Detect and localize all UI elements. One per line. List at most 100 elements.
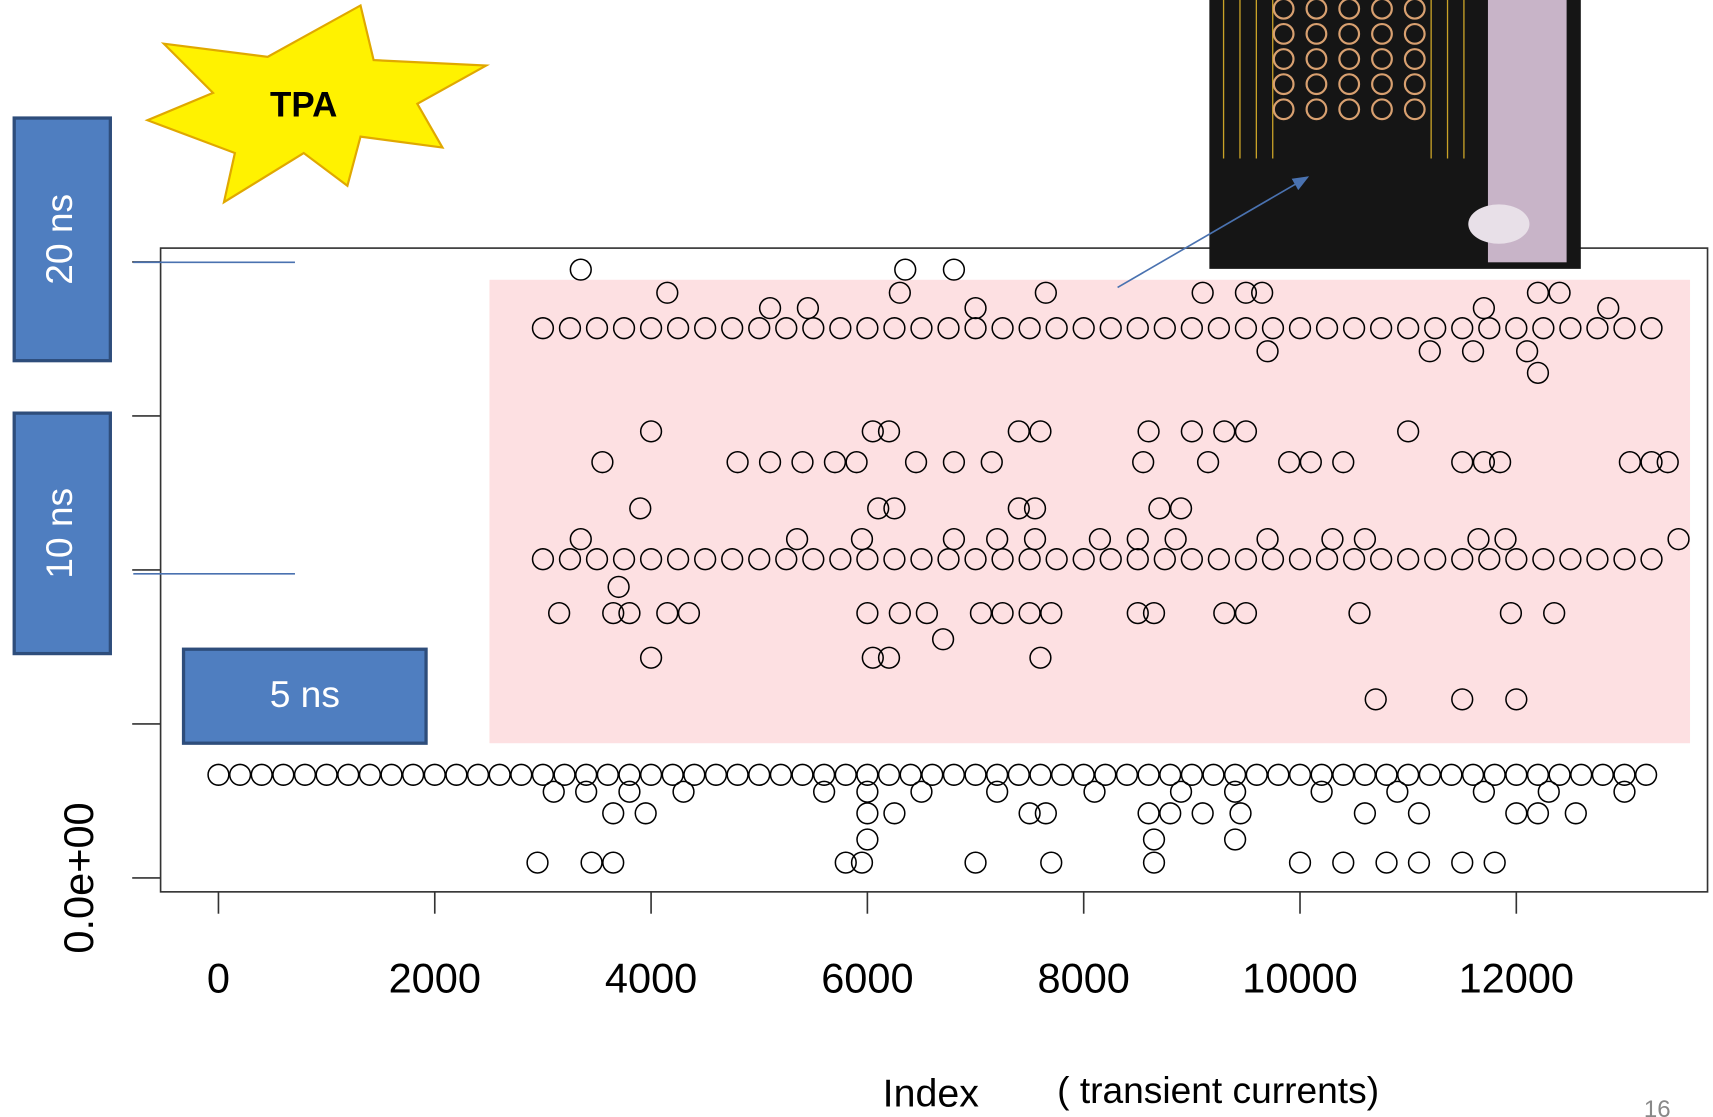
tpa-label: TPA <box>270 85 337 124</box>
point <box>1246 764 1267 785</box>
point <box>1506 764 1527 785</box>
point <box>603 803 624 824</box>
point <box>446 764 467 785</box>
point <box>884 803 905 824</box>
point <box>749 764 770 785</box>
point <box>527 852 548 873</box>
point <box>1192 803 1213 824</box>
point <box>208 764 229 785</box>
point <box>835 852 856 873</box>
point <box>673 781 694 802</box>
point <box>1592 764 1613 785</box>
point <box>1203 764 1224 785</box>
point <box>911 781 932 802</box>
point <box>489 764 510 785</box>
point <box>944 259 965 280</box>
box-label: 5 ns <box>270 673 340 715</box>
x-axis-title: Index <box>883 1072 980 1116</box>
point <box>1387 781 1408 802</box>
point <box>1538 781 1559 802</box>
point <box>1376 852 1397 873</box>
box-label: 20 ns <box>38 194 80 285</box>
point <box>424 764 445 785</box>
point <box>543 781 564 802</box>
point <box>338 764 359 785</box>
point <box>879 764 900 785</box>
x-axis-note: ( transient currents) <box>1057 1069 1379 1111</box>
point <box>1409 852 1430 873</box>
point <box>792 764 813 785</box>
point <box>857 803 878 824</box>
point <box>1117 764 1138 785</box>
point <box>1409 803 1430 824</box>
point <box>1030 764 1051 785</box>
point <box>1138 803 1159 824</box>
point <box>1290 852 1311 873</box>
y-tick-label: 0.0e+00 <box>55 802 102 953</box>
point <box>1084 781 1105 802</box>
point <box>635 803 656 824</box>
point <box>1138 764 1159 785</box>
point <box>1052 764 1073 785</box>
point <box>857 829 878 850</box>
point <box>1035 803 1056 824</box>
box-label: 10 ns <box>38 488 80 579</box>
point <box>1290 764 1311 785</box>
point <box>603 852 624 873</box>
point <box>597 764 618 785</box>
point <box>273 764 294 785</box>
point <box>1419 764 1440 785</box>
point <box>251 764 272 785</box>
point <box>1506 803 1527 824</box>
highlight-region <box>489 280 1690 743</box>
x-tick-label: 2000 <box>389 954 481 1001</box>
point <box>944 764 965 785</box>
point <box>727 764 748 785</box>
point <box>641 764 662 785</box>
x-tick-label: 10000 <box>1242 954 1357 1001</box>
point <box>1571 764 1592 785</box>
point <box>965 764 986 785</box>
point <box>1355 764 1376 785</box>
point <box>381 764 402 785</box>
point <box>1452 852 1473 873</box>
point <box>1160 803 1181 824</box>
inset-photo <box>1209 0 1580 269</box>
point <box>1636 764 1657 785</box>
point <box>1484 852 1505 873</box>
point <box>511 764 532 785</box>
point <box>230 764 251 785</box>
point <box>1565 803 1586 824</box>
x-tick-label: 4000 <box>605 954 697 1001</box>
point <box>1355 803 1376 824</box>
point <box>706 764 727 785</box>
point <box>1144 829 1165 850</box>
point <box>581 852 602 873</box>
point <box>1041 852 1062 873</box>
point <box>1333 852 1354 873</box>
point <box>965 852 986 873</box>
point <box>1008 764 1029 785</box>
point <box>1333 764 1354 785</box>
page-number: 16 <box>1644 1096 1671 1117</box>
x-tick-label: 6000 <box>821 954 913 1001</box>
point <box>1144 852 1165 873</box>
point <box>316 764 337 785</box>
x-tick-label: 8000 <box>1038 954 1130 1001</box>
point <box>1441 764 1462 785</box>
point <box>1019 803 1040 824</box>
point <box>835 764 856 785</box>
point <box>1171 781 1192 802</box>
x-tick-label: 0 <box>207 954 230 1001</box>
point <box>895 259 916 280</box>
point <box>1268 764 1289 785</box>
point <box>403 764 424 785</box>
page: 0 2000 4000 6000 8000 10000 12000 0.0e+00 TPA 2… <box>0 0 1713 1117</box>
point <box>295 764 316 785</box>
point <box>1528 803 1549 824</box>
point <box>570 259 591 280</box>
point <box>359 764 380 785</box>
point <box>1473 781 1494 802</box>
point <box>468 764 489 785</box>
x-tick-label: 12000 <box>1459 954 1574 1001</box>
